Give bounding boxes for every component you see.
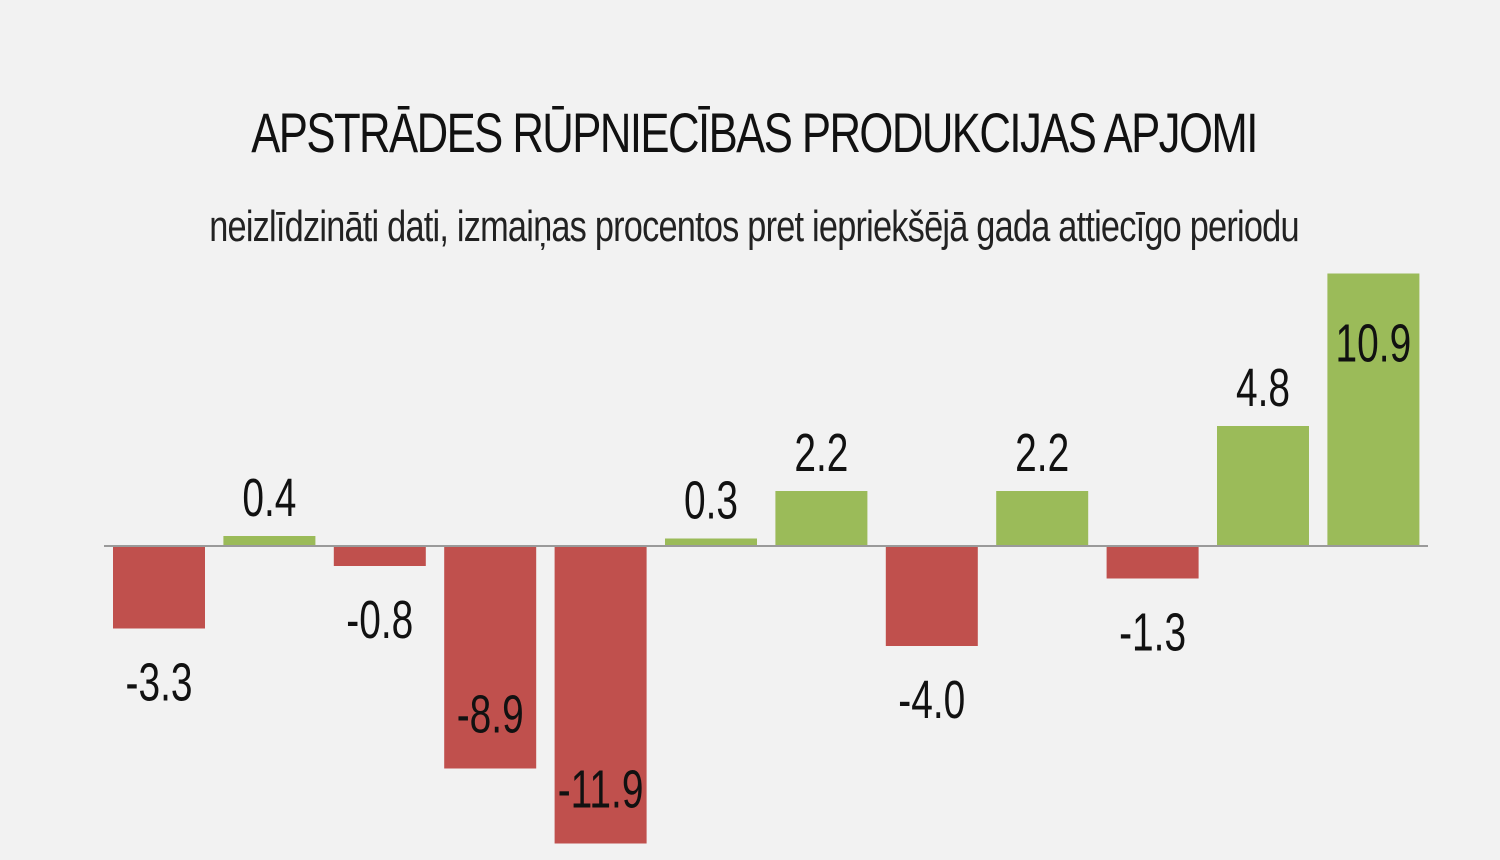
bar-value-label-1: -3.3 [126, 651, 193, 712]
bar-8 [885, 546, 978, 646]
bar-10 [1106, 546, 1199, 579]
bar-9 [996, 491, 1089, 546]
bar-value-label-2: 0.4 [242, 467, 296, 528]
bar-value-label-12: 10.9 [1336, 312, 1412, 373]
bar-5 [554, 546, 647, 844]
bar-value-label-10: -1.3 [1119, 601, 1186, 662]
bar-6 [665, 538, 757, 546]
chart-subtitle: neizlīdzināti dati, izmaiņas procentos p… [209, 202, 1299, 251]
bar-value-label-6: 0.3 [684, 469, 738, 530]
bar-1 [113, 546, 205, 629]
bar-3 [333, 546, 426, 566]
bar-11 [1217, 426, 1309, 546]
chart-title: APSTRĀDES RŪPNIECĪBAS PRODUKCIJAS APJOMI [251, 101, 1258, 164]
bar-value-label-8: -4.0 [898, 669, 965, 730]
bar-4 [444, 546, 537, 769]
bar-12 [1327, 273, 1420, 546]
bar-value-label-4: -8.9 [457, 683, 524, 744]
bar-2 [223, 536, 316, 546]
bar-value-label-11: 4.8 [1236, 357, 1290, 418]
bar-7 [775, 491, 868, 546]
bar-value-label-5: -11.9 [558, 758, 644, 819]
bar-value-label-9: 2.2 [1015, 422, 1069, 483]
bar-value-label-3: -0.8 [346, 589, 413, 650]
bar-value-label-7: 2.2 [794, 422, 848, 483]
